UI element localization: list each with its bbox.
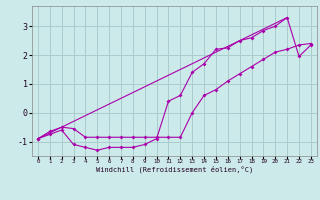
X-axis label: Windchill (Refroidissement éolien,°C): Windchill (Refroidissement éolien,°C) [96, 166, 253, 173]
